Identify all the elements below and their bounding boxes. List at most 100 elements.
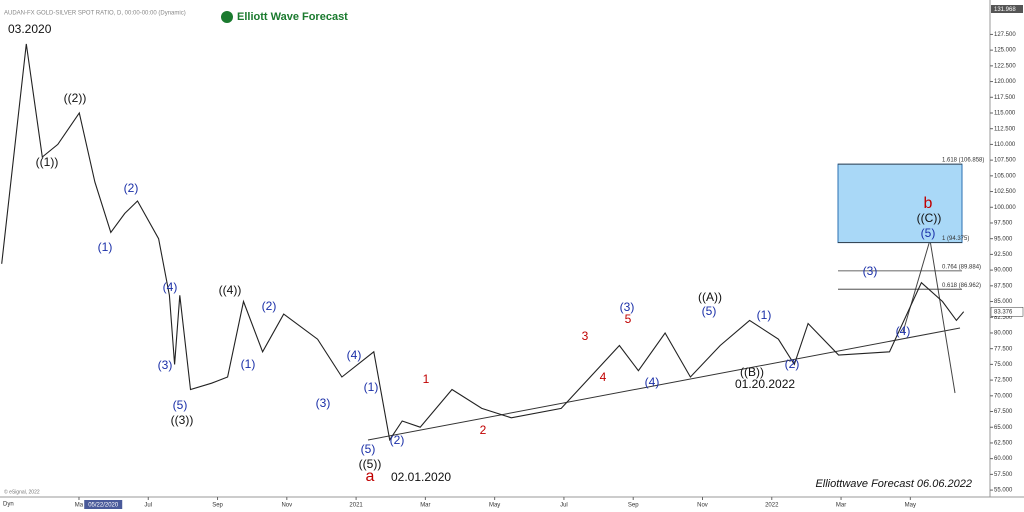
wave-label: (1): [364, 380, 379, 394]
y-tick-label: 57.500: [994, 472, 1013, 478]
wave-label: ((2)): [64, 91, 87, 105]
x-tick-label: Ma: [75, 503, 84, 509]
wave-label: (4): [645, 375, 660, 389]
x-tick-label: May: [489, 503, 500, 509]
last-price-label: 83.376: [994, 309, 1013, 315]
wave-label: 5: [625, 312, 632, 326]
wave-label: (4): [163, 280, 178, 294]
y-tick-label: 112.500: [994, 126, 1016, 132]
wave-label: (4): [347, 348, 362, 362]
wave-label: b: [924, 195, 933, 212]
y-tick-label: 115.000: [994, 111, 1016, 117]
y-tick-label: 85.000: [994, 299, 1013, 305]
last-price-box: [990, 306, 1024, 317]
x-tick-label: Nov: [697, 503, 708, 509]
top-price-label: 131.968: [994, 7, 1016, 13]
wave-label: (3): [316, 396, 331, 410]
y-tick-label: 82.500: [994, 315, 1013, 321]
wave-label: (1): [98, 240, 113, 254]
wave-label: 02.01.2020: [391, 470, 451, 484]
y-tick-label: 60.000: [994, 456, 1013, 462]
x-tick-label: Sep: [628, 503, 639, 509]
wave-label: (3): [158, 358, 173, 372]
wave-label: ((1)): [36, 155, 59, 169]
y-tick-label: 62.500: [994, 441, 1013, 447]
wave-label: 01.20.2022: [735, 377, 795, 391]
wave-label: (3): [620, 300, 635, 314]
x-tick-label: Mar: [420, 503, 430, 509]
y-tick-label: 75.000: [994, 362, 1013, 368]
fib-label: 0.618 (86.962): [942, 283, 981, 289]
y-tick-label: 102.500: [994, 189, 1016, 195]
wave-label: (5): [361, 442, 376, 456]
symbol-title: AUDAN-FX GOLD-SILVER SPOT RATIO, D, 00:0…: [4, 11, 186, 17]
y-tick-label: 77.500: [994, 346, 1013, 352]
x-tick-label: Nov: [281, 503, 292, 509]
wave-label: (1): [241, 357, 256, 371]
y-tick-label: 67.500: [994, 409, 1013, 415]
y-tick-label: 72.500: [994, 378, 1013, 384]
wave-label: ((A)): [698, 290, 722, 304]
y-tick-label: 117.500: [994, 95, 1016, 101]
y-tick-label: 92.500: [994, 252, 1013, 258]
corner-label: Dyn: [3, 502, 14, 508]
y-tick-label: 110.000: [994, 142, 1016, 148]
y-tick-label: 125.000: [994, 48, 1016, 54]
fib-label: 0.764 (89.884): [942, 264, 981, 270]
trendline: [367, 327, 961, 441]
cursor-date-label: 05/22/2020: [88, 503, 119, 509]
footer: Elliottwave Forecast 06.06.2022: [815, 478, 972, 490]
y-tick-label: 95.000: [994, 236, 1013, 242]
wave-label: 03.2020: [8, 22, 52, 36]
y-tick-label: 55.000: [994, 488, 1013, 494]
wave-label: (2): [785, 357, 800, 371]
wave-label: (2): [390, 433, 405, 447]
y-tick-label: 120.000: [994, 79, 1016, 85]
top-price-box: [991, 5, 1023, 13]
y-tick-label: 65.000: [994, 425, 1013, 431]
cursor-date-box: [84, 500, 123, 509]
y-tick-label: 70.000: [994, 393, 1013, 399]
wave-label: (5): [173, 398, 188, 412]
y-tick-label: 122.500: [994, 63, 1016, 69]
x-tick-label: Mar: [836, 503, 846, 509]
wave-label: 2: [480, 423, 487, 437]
wave-label: 3: [582, 329, 589, 343]
wave-label: (2): [262, 299, 277, 313]
wave-label: 1: [423, 372, 430, 386]
wave-label: (5): [921, 226, 936, 240]
target-box: [837, 163, 963, 244]
y-tick-label: 100.000: [994, 205, 1016, 211]
fib-label: 1 (94.375): [942, 236, 969, 242]
wave-label: (3): [863, 264, 878, 278]
y-tick-label: 97.500: [994, 221, 1013, 227]
x-tick-label: Jul: [560, 503, 568, 509]
x-tick-label: Sep: [212, 503, 223, 509]
logo: Elliott Wave Forecast: [237, 11, 348, 23]
price-line: [1, 43, 965, 442]
wave-label: ((B)): [740, 365, 764, 379]
y-tick-label: 80.000: [994, 331, 1013, 337]
wave-label: ((3)): [171, 413, 194, 427]
wave-label: (2): [124, 181, 139, 195]
x-tick-label: Jul: [144, 503, 152, 509]
wave-label: 4: [600, 370, 607, 384]
x-tick-label: 2022: [765, 503, 779, 509]
y-tick-label: 105.000: [994, 173, 1016, 179]
wave-label: a: [366, 468, 375, 485]
wave-label: ((5)): [359, 457, 382, 471]
logo-icon: [221, 11, 233, 23]
x-tick-label: 2021: [349, 503, 363, 509]
copyright: © eSignal, 2022: [4, 488, 40, 495]
wave-label: (4): [896, 324, 911, 338]
wave-label: (5): [702, 304, 717, 318]
wave-label: (1): [757, 308, 772, 322]
y-tick-label: 90.000: [994, 268, 1013, 274]
x-tick-label: May: [905, 503, 916, 509]
y-tick-label: 127.500: [994, 32, 1016, 38]
wave-label: ((C)): [917, 211, 942, 225]
wave-label: ((4)): [219, 283, 242, 297]
